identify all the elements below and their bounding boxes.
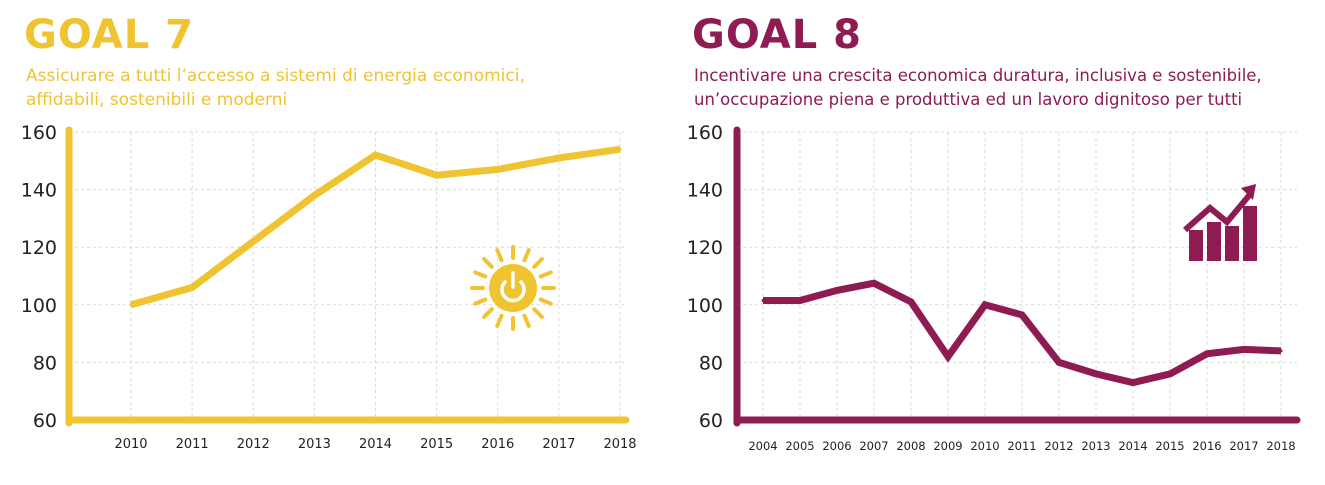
sun-ray [532, 307, 544, 319]
goal-7-title: GOAL 7 [24, 12, 194, 58]
y-tick-label: 80 [33, 352, 57, 374]
y-tick-label: 120 [21, 237, 57, 259]
sun-ray [532, 257, 544, 269]
data-point [435, 173, 439, 177]
x-tick-label: 2012 [1044, 439, 1073, 453]
sun-ray [522, 248, 531, 263]
x-tick-label: 2009 [933, 439, 962, 453]
plot-area: 160 140 120 100 80 60 2004 2005 2006 2007 2008 2009… [687, 122, 1301, 453]
data-point [251, 239, 255, 243]
y-tick-label: 60 [33, 410, 57, 432]
data-point [909, 300, 913, 304]
goal-8-panel: GOAL 8 Incentivare una crescita economic… [670, 0, 1325, 485]
data-point [557, 156, 561, 160]
x-tick-label: 2016 [481, 437, 514, 452]
series-line [130, 145, 621, 309]
sun-ray [495, 313, 504, 328]
goal-8-title: GOAL 8 [692, 12, 862, 58]
sun-ray [473, 297, 488, 306]
data-point [312, 193, 316, 197]
y-tick-label: 140 [687, 180, 723, 202]
x-tick-label: 2011 [1007, 439, 1036, 453]
sun-power-icon [470, 245, 556, 331]
data-point [618, 147, 622, 151]
icon-bar [1243, 206, 1257, 261]
x-tick-label: 2016 [1192, 439, 1221, 453]
sun-ray [538, 297, 553, 306]
data-point [1131, 381, 1135, 385]
goal-8-subtitle-line-2: un’occupazione piena e produttiva ed un … [694, 90, 1243, 109]
data-point [761, 298, 765, 302]
x-tick-label: 2015 [420, 437, 453, 452]
icon-bar [1189, 230, 1203, 261]
goal-8-subtitle-line-1: Incentivare una crescita economica durat… [694, 66, 1262, 85]
x-tick-label: 2010 [114, 437, 147, 452]
x-tick-label: 2018 [1266, 439, 1295, 453]
x-tick-label: 2013 [298, 437, 331, 452]
x-tick-label: 2014 [1118, 439, 1147, 453]
y-tick-label: 100 [21, 295, 57, 317]
y-tick-label: 120 [687, 237, 723, 259]
goal-7-subtitle-line-2: affidabili, sostenibili e moderni [26, 90, 288, 110]
x-tick-label: 2011 [176, 437, 209, 452]
goal-7-subtitle: Assicurare a tutti l’accesso a sistemi d… [26, 64, 656, 112]
x-tick-label: 2007 [859, 439, 888, 453]
icon-bar [1225, 226, 1239, 261]
x-tick-label: 2014 [359, 437, 392, 452]
power-symbol-arc [500, 280, 526, 303]
icon-bar [1207, 222, 1221, 261]
data-point [872, 281, 876, 285]
x-tick-label: 2010 [970, 439, 999, 453]
data-point [835, 288, 839, 292]
data-point [946, 355, 950, 359]
x-tick-label: 2018 [603, 437, 636, 452]
sun-ray [482, 257, 494, 269]
data-point [1279, 349, 1283, 353]
data-point [1094, 372, 1098, 376]
data-point [129, 303, 133, 307]
sun-ray [473, 270, 488, 279]
goal-7-panel: GOAL 7 Assicurare a tutti l’accesso a si… [0, 0, 650, 485]
x-tick-label: 2017 [542, 437, 575, 452]
icon-trend-line [1183, 190, 1255, 233]
y-tick-label: 160 [687, 122, 723, 144]
goal-8-subtitle: Incentivare una crescita economica durat… [694, 64, 1324, 112]
data-point [1242, 347, 1246, 351]
x-tick-label: 2013 [1081, 439, 1110, 453]
data-point [983, 303, 987, 307]
sun-ray [495, 248, 504, 263]
x-tick-label: 2005 [785, 439, 814, 453]
x-tick-label: 2012 [237, 437, 270, 452]
data-point [190, 286, 194, 290]
goal-8-line-chart: 160 140 120 100 80 60 2004 2005 2006 2007 2008 2009… [687, 122, 1301, 453]
y-tick-label: 140 [21, 180, 57, 202]
plot-area: 160 140 120 100 80 60 2010 2011 2012 2013 2014 2015… [21, 122, 637, 452]
growth-bar-chart-icon [1183, 184, 1257, 261]
y-tick-label: 100 [687, 295, 723, 317]
icon-arrow-head [1241, 184, 1256, 200]
y-tick-label: 80 [699, 352, 723, 374]
sun-ray [522, 313, 531, 328]
x-tick-label: 2015 [1155, 439, 1184, 453]
data-point [1020, 313, 1024, 317]
data-point [1205, 352, 1209, 356]
x-tick-label: 2004 [748, 439, 777, 453]
goal-7-line-chart: 160 140 120 100 80 60 2010 2011 2012 2013 2014 2015… [21, 122, 637, 452]
x-tick-label: 2017 [1229, 439, 1258, 453]
sun-ray [538, 270, 553, 279]
data-point [798, 298, 802, 302]
goal-7-subtitle-line-1: Assicurare a tutti l’accesso a sistemi d… [26, 66, 525, 86]
sun-ray [482, 307, 494, 319]
data-point [1168, 372, 1172, 376]
data-point [374, 153, 377, 157]
y-tick-label: 60 [699, 410, 723, 432]
y-tick-label: 160 [21, 122, 57, 144]
data-point [496, 167, 500, 171]
x-tick-label: 2008 [896, 439, 925, 453]
x-tick-label: 2006 [822, 439, 851, 453]
data-point [1057, 360, 1061, 364]
